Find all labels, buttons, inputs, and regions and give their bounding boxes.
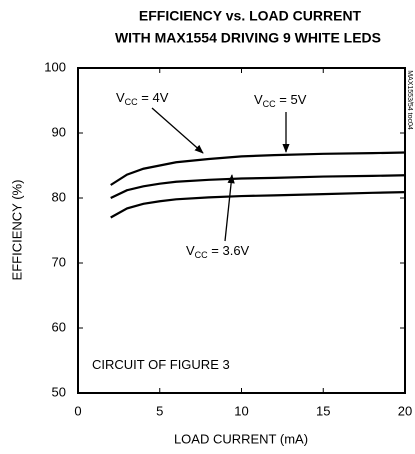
y-tick-label: 80	[52, 189, 66, 204]
annotation-part: = 4V	[138, 90, 169, 105]
line-series	[110, 151, 406, 186]
x-axis-label: LOAD CURRENT (mA)	[174, 431, 308, 446]
y-axis-label: EFFICIENCY (%)	[9, 180, 24, 281]
arrow	[151, 107, 204, 154]
annotation: VCC = 4V	[116, 90, 169, 107]
plot-frame	[77, 67, 406, 394]
chart-title: EFFICIENCY vs. LOAD CURRENT	[139, 8, 362, 24]
annotation-part: V	[116, 90, 125, 105]
annotation-part: V	[254, 92, 263, 107]
chart-title: WITH MAX1554 DRIVING 9 WHITE LEDS	[115, 30, 381, 46]
x-tick-label: 15	[316, 403, 330, 418]
line-series	[110, 174, 406, 199]
annotation-part: CC	[263, 99, 276, 109]
annotation: VCC = 5V	[254, 92, 307, 109]
y-tick-label: 100	[44, 59, 66, 74]
line-series	[110, 191, 406, 219]
x-tick-label: 10	[234, 403, 248, 418]
annotation-part: V	[186, 243, 195, 258]
annotation-part: CC	[195, 250, 208, 260]
annotation: VCC = 3.6V	[186, 243, 250, 260]
annotation-part: = 5V	[276, 92, 307, 107]
annotation-part: CC	[125, 97, 138, 107]
x-tick-label: 0	[74, 403, 81, 418]
annotation: CIRCUIT OF FIGURE 3	[92, 357, 230, 372]
y-tick-label: 70	[52, 254, 66, 269]
annotation-part: CIRCUIT OF FIGURE 3	[92, 357, 230, 372]
side-note: MAX1553/54 toc04	[406, 70, 413, 130]
annotation-part: = 3.6V	[208, 243, 250, 258]
x-tick-label: 5	[156, 403, 163, 418]
x-tick-label: 20	[398, 403, 412, 418]
y-tick-label: 60	[52, 319, 66, 334]
y-tick-label: 50	[52, 384, 66, 399]
arrow	[224, 174, 235, 242]
y-tick-label: 90	[52, 124, 66, 139]
